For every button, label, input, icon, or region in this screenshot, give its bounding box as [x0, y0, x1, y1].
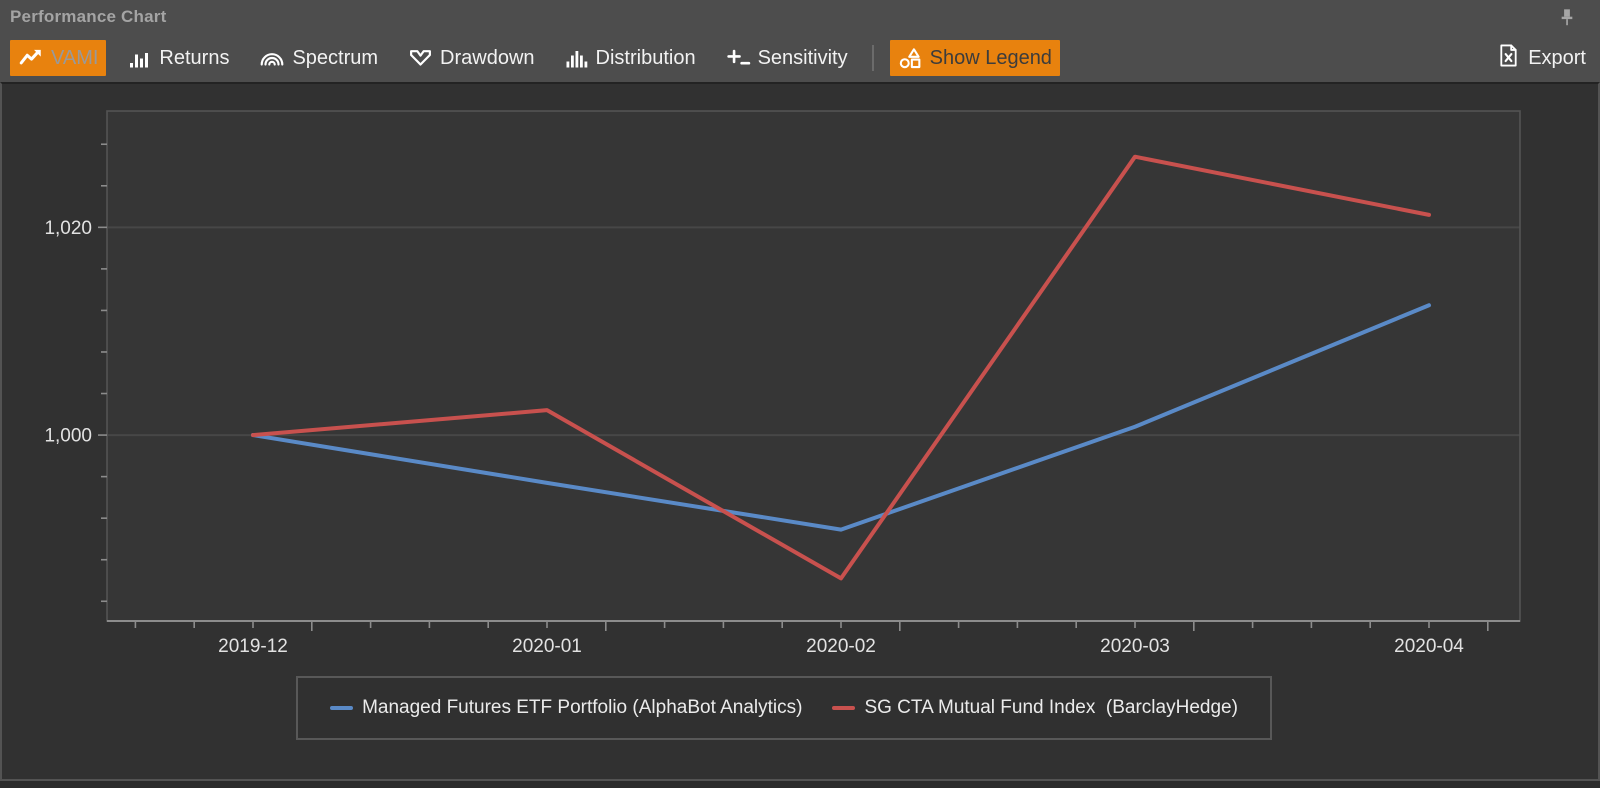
- chart-toolbar: VAMI Returns Spectrum Drawdown Distribut…: [0, 36, 1600, 80]
- show-legend-toggle[interactable]: Show Legend: [889, 40, 1060, 76]
- toolbar-button-spectrum[interactable]: Spectrum: [251, 40, 386, 76]
- legend-item[interactable]: SG CTA Mutual Fund Index (BarclayHedge): [832, 697, 1238, 719]
- toolbar-separator: [871, 45, 874, 71]
- panel-title: Performance Chart: [10, 7, 167, 26]
- export-label: Export: [1528, 46, 1586, 69]
- excel-file-icon: [1497, 44, 1520, 73]
- toolbar-button-vami[interactable]: VAMI: [10, 40, 107, 76]
- toolbar-button-drawdown[interactable]: Drawdown: [400, 40, 542, 76]
- histogram-icon: [565, 46, 589, 70]
- drawdown-pennant-icon: [408, 46, 433, 71]
- bar-chart-icon: [128, 46, 152, 70]
- show-legend-label: Show Legend: [929, 46, 1052, 69]
- legend-series-label: Managed Futures ETF Portfolio (AlphaBot …: [362, 697, 803, 718]
- sensitivity-plus-icon: [726, 46, 751, 71]
- toolbar-button-label: VAMI: [51, 46, 99, 69]
- panel-titlebar: Performance Chart: [0, 0, 1600, 34]
- export-button[interactable]: Export: [1493, 40, 1590, 76]
- legend-line-swatch: [330, 706, 354, 710]
- legend-item[interactable]: Managed Futures ETF Portfolio (AlphaBot …: [330, 697, 802, 719]
- toolbar-button-label: Distribution: [595, 46, 696, 69]
- chart-legend: Managed Futures ETF Portfolio (AlphaBot …: [296, 676, 1272, 740]
- toolbar-button-label: Drawdown: [440, 46, 535, 69]
- toolbar-button-label: Returns: [159, 46, 230, 69]
- spectrum-arcs-icon: [259, 45, 285, 71]
- toolbar-button-returns[interactable]: Returns: [120, 40, 237, 76]
- panel-header: Performance Chart VAMI Returns: [0, 0, 1600, 82]
- toolbar-button-label: Sensitivity: [757, 46, 848, 69]
- toolbar-button-sensitivity[interactable]: Sensitivity: [718, 40, 856, 76]
- toolbar-button-label: Spectrum: [292, 46, 379, 69]
- legend-series-label: SG CTA Mutual Fund Index (BarclayHedge): [864, 697, 1238, 718]
- toolbar-button-distribution[interactable]: Distribution: [557, 40, 704, 76]
- pin-icon[interactable]: [1558, 8, 1576, 28]
- legend-shapes-icon: [898, 46, 923, 71]
- legend-line-swatch: [832, 706, 856, 710]
- trend-line-icon: [18, 45, 44, 71]
